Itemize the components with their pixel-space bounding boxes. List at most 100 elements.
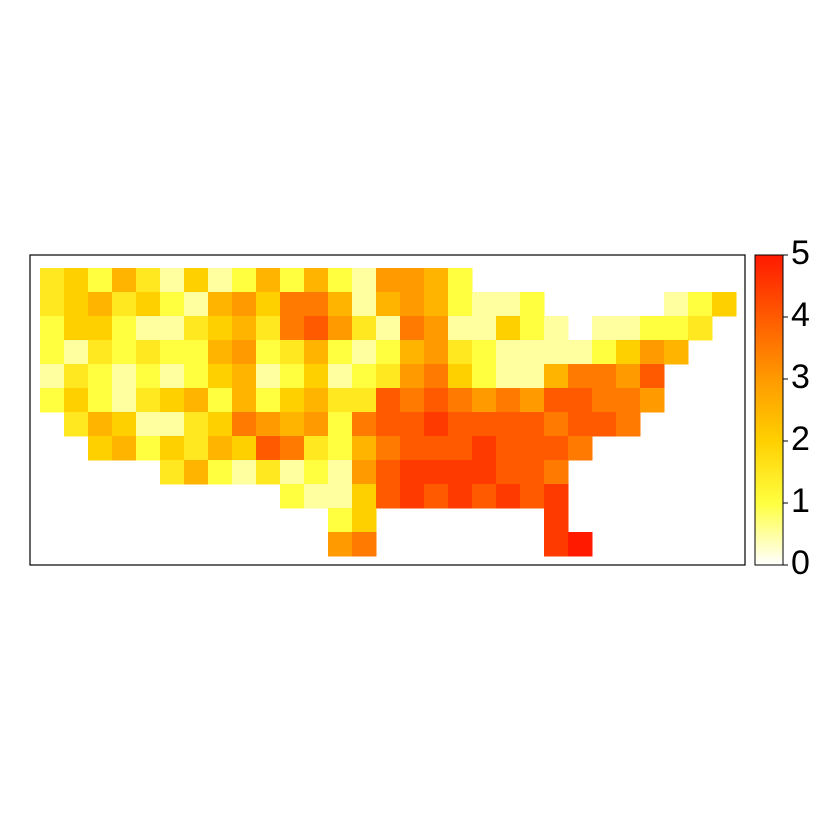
heat-cell — [400, 412, 425, 437]
heat-cell — [520, 364, 545, 389]
heat-cell — [640, 388, 665, 413]
heat-cell — [496, 316, 521, 341]
heat-cell — [304, 364, 329, 389]
heat-cell — [520, 460, 545, 485]
heat-cell — [304, 388, 329, 413]
heat-cell — [424, 316, 449, 341]
heat-cell — [136, 364, 161, 389]
heat-cell — [496, 412, 521, 437]
heat-cell — [496, 388, 521, 413]
heat-cell — [184, 412, 209, 437]
heat-cell — [232, 388, 257, 413]
heat-cell — [208, 412, 233, 437]
heat-cell — [352, 388, 377, 413]
heat-cell — [520, 484, 545, 509]
heat-cell — [472, 364, 497, 389]
heat-cell — [160, 340, 185, 365]
heat-cell — [328, 292, 353, 317]
heat-cell — [496, 364, 521, 389]
heat-cell — [400, 268, 425, 293]
heat-cell — [64, 388, 89, 413]
heat-cell — [448, 364, 473, 389]
heat-cell — [352, 316, 377, 341]
heat-cell — [208, 316, 233, 341]
heat-cell — [448, 484, 473, 509]
heat-cell — [448, 388, 473, 413]
heat-cell — [304, 292, 329, 317]
heat-cell — [328, 268, 353, 293]
colorbar — [754, 254, 784, 566]
heat-cell — [40, 292, 65, 317]
heat-cell — [184, 340, 209, 365]
heat-cell — [40, 364, 65, 389]
heat-cell — [472, 388, 497, 413]
heat-cell — [496, 460, 521, 485]
heat-cell — [592, 364, 617, 389]
heat-cell — [496, 484, 521, 509]
heat-cell — [280, 460, 305, 485]
heat-cell — [496, 436, 521, 461]
heat-cell — [664, 292, 689, 317]
heat-cell — [472, 316, 497, 341]
heat-cell — [520, 340, 545, 365]
heat-cell — [88, 316, 113, 341]
heat-cell — [184, 388, 209, 413]
heat-cell — [112, 316, 137, 341]
heat-cell — [64, 364, 89, 389]
heat-cell — [232, 460, 257, 485]
heat-cell — [112, 364, 137, 389]
heat-cell — [616, 340, 641, 365]
heat-cell — [112, 412, 137, 437]
heat-cell — [352, 364, 377, 389]
heat-cell — [328, 436, 353, 461]
heat-cell — [184, 436, 209, 461]
heat-cell — [376, 268, 401, 293]
heat-cell — [112, 340, 137, 365]
heat-cell — [232, 340, 257, 365]
heat-cell — [592, 388, 617, 413]
heat-cell — [400, 484, 425, 509]
heat-cell — [568, 340, 593, 365]
heat-cell — [280, 316, 305, 341]
heat-cell — [376, 364, 401, 389]
heat-cells — [40, 268, 737, 557]
heat-cell — [88, 364, 113, 389]
heat-cell — [40, 316, 65, 341]
heat-cell — [304, 316, 329, 341]
heat-cell — [328, 508, 353, 533]
heat-cell — [400, 436, 425, 461]
heat-cell — [640, 364, 665, 389]
heat-cell — [376, 340, 401, 365]
heat-cell — [376, 292, 401, 317]
heat-cell — [592, 316, 617, 341]
heat-cell — [424, 484, 449, 509]
heat-cell — [328, 532, 353, 557]
heat-cell — [64, 292, 89, 317]
heat-cell — [112, 292, 137, 317]
heat-cell — [352, 460, 377, 485]
heat-cell — [568, 364, 593, 389]
heat-cell — [184, 460, 209, 485]
colorbar-tick-label: 0 — [791, 544, 810, 582]
heat-cell — [40, 340, 65, 365]
heat-cell — [376, 436, 401, 461]
heat-cell — [328, 364, 353, 389]
heat-cell — [256, 340, 281, 365]
heat-cell — [304, 460, 329, 485]
heat-cell — [424, 292, 449, 317]
heat-cell — [184, 268, 209, 293]
heat-cell — [400, 292, 425, 317]
heat-cell — [376, 388, 401, 413]
heat-cell — [544, 508, 569, 533]
heat-cell — [64, 316, 89, 341]
heat-cell — [208, 268, 233, 293]
heat-cell — [136, 388, 161, 413]
heat-cell — [520, 316, 545, 341]
heat-cell — [208, 388, 233, 413]
heat-cell — [496, 340, 521, 365]
heat-cell — [64, 268, 89, 293]
heat-cell — [328, 340, 353, 365]
heat-cell — [520, 292, 545, 317]
heat-cell — [160, 460, 185, 485]
heat-cell — [280, 388, 305, 413]
